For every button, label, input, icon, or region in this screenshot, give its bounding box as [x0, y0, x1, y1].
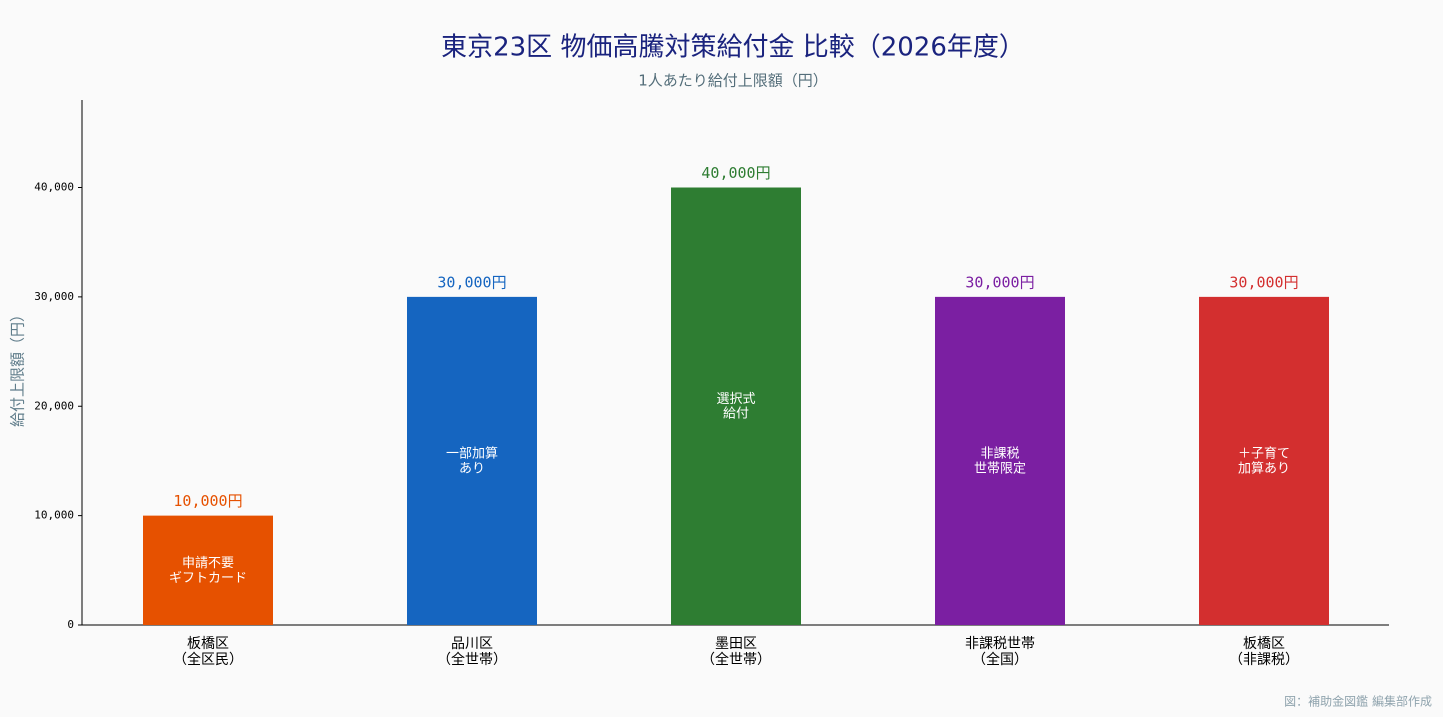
bar — [935, 296, 1065, 625]
y-axis-label: 給付上限額（円） — [9, 307, 27, 427]
y-tick-label: 0 — [67, 618, 74, 631]
bar — [143, 515, 273, 625]
bar-annotation: 申請不要ギフトカード — [169, 555, 247, 585]
x-tick-label: 墨田区（全世帯） — [701, 636, 771, 668]
value-label: 10,000円 — [173, 492, 242, 510]
x-tick-label: 非課税世帯（全国） — [965, 636, 1035, 668]
y-tick-label: 10,000 — [34, 509, 74, 522]
x-tick-label: 板橋区（非課税） — [1229, 636, 1299, 668]
source-note: 図：補助金図鑑 編集部作成 — [1284, 694, 1432, 709]
value-label: 40,000円 — [701, 164, 770, 182]
bar-annotation: 選択式給付 — [716, 391, 755, 421]
chart-subtitle: 1人あたり給付上限額（円） — [638, 72, 828, 90]
y-tick-label: 20,000 — [34, 399, 74, 412]
value-label: 30,000円 — [965, 273, 1034, 291]
value-label: 30,000円 — [437, 273, 506, 291]
bar-annotation: ＋子育て加算あり — [1238, 445, 1290, 476]
bar — [407, 296, 537, 625]
y-tick-label: 30,000 — [34, 290, 74, 303]
bar-annotation: 一部加算あり — [446, 446, 498, 476]
x-tick-label: 品川区（全世帯） — [437, 636, 507, 668]
bar-annotation: 非課税世帯限定 — [974, 445, 1026, 476]
bar — [1199, 296, 1329, 625]
bar — [671, 187, 801, 625]
x-tick-label: 板橋区（全区民） — [173, 636, 243, 668]
value-label: 30,000円 — [1229, 273, 1298, 291]
y-tick-label: 40,000 — [34, 181, 74, 194]
chart-title: 東京23区 物価高騰対策給付金 比較（2026年度） — [441, 33, 1025, 63]
